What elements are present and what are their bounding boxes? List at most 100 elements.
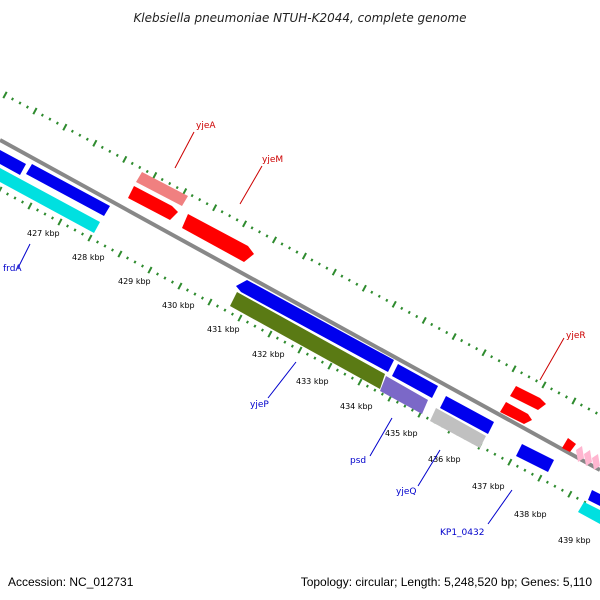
track-dot	[220, 210, 224, 214]
track-dot	[557, 391, 561, 395]
track-tick	[237, 314, 243, 322]
gene-label-KP1_0432: KP1_0432	[440, 528, 484, 538]
gene-arrow-lightpink	[584, 450, 592, 466]
leader-line-yjeA	[174, 131, 195, 169]
gene-arrow-blue	[516, 444, 554, 472]
track-dot	[156, 272, 159, 276]
track-tick	[117, 250, 123, 258]
track-dot	[43, 212, 47, 216]
track-dot	[126, 256, 129, 260]
track-dot	[185, 288, 189, 292]
track-tick	[207, 298, 213, 306]
track-dot	[81, 232, 84, 236]
track-dot	[288, 246, 291, 250]
track-tick	[182, 188, 188, 196]
leader-line-KP1_0432	[487, 489, 513, 525]
gene-arrow-red	[128, 186, 178, 220]
track-tick	[481, 349, 487, 357]
track-dot	[40, 113, 44, 117]
track-dot	[395, 400, 399, 404]
track-dot	[377, 294, 381, 298]
track-dot	[66, 224, 69, 228]
track-dot	[48, 117, 52, 121]
track-dot	[490, 355, 494, 359]
track-dot	[223, 308, 227, 312]
track-dot	[564, 395, 568, 399]
track-dot	[111, 248, 114, 252]
tick-label: 439 kbp	[558, 536, 591, 545]
track-tick	[327, 362, 333, 370]
track-tick	[297, 346, 303, 354]
leader-line-yjeM	[239, 165, 263, 205]
tick-label: 429 kbp	[118, 277, 151, 286]
tick-label: 434 kbp	[340, 402, 373, 411]
track-dot	[530, 472, 534, 476]
track-dot	[70, 129, 74, 133]
track-dot	[275, 336, 279, 340]
gene-labels: yjeA yjeM yjeR frdA yjeP psd yjeQ KP1_04…	[3, 121, 586, 538]
track-dot	[425, 416, 429, 420]
track-dot	[343, 372, 347, 376]
tick-label: 430 kbp	[162, 301, 195, 310]
gene-arrow-blue	[26, 164, 110, 216]
track-tick	[541, 381, 547, 389]
track-dot	[310, 258, 314, 262]
track-tick	[0, 186, 3, 193]
track-dot	[475, 347, 479, 351]
track-dot	[500, 456, 504, 460]
gene-label-yjeR: yjeR	[566, 331, 586, 341]
track-tick	[32, 107, 38, 115]
track-dot	[283, 340, 287, 344]
track-tick	[567, 490, 573, 498]
track-dot	[160, 177, 164, 182]
gene-label-frdA: frdA	[3, 264, 22, 274]
track-dot	[587, 407, 591, 411]
track-dot	[325, 266, 329, 270]
track-tick	[147, 266, 153, 274]
gene-label-yjeM: yjeM	[262, 155, 283, 165]
track-dot	[100, 145, 104, 149]
track-dot	[313, 356, 317, 360]
gene-label-yjeA: yjeA	[196, 121, 216, 131]
gene-arrow-lavender-psd	[380, 376, 428, 414]
tick-label: 428 kbp	[72, 253, 105, 262]
track-dot	[265, 234, 269, 238]
track-dot	[527, 375, 531, 379]
gene-label-yjeP: yjeP	[250, 400, 269, 410]
track-dot	[145, 169, 149, 174]
track-dot	[305, 352, 309, 356]
track-dot	[575, 496, 579, 500]
gene-arrow-blue	[440, 396, 494, 434]
track-dot	[168, 181, 172, 186]
track-dot	[515, 464, 519, 468]
track-dot	[485, 448, 489, 452]
track-tick	[391, 300, 397, 308]
track-dot	[373, 388, 377, 392]
gene-arrow-lightpink	[576, 446, 584, 462]
track-dot	[51, 216, 54, 220]
gene-label-yjeQ: yjeQ	[396, 487, 416, 497]
track-dot	[205, 202, 209, 206]
track-dot	[350, 376, 354, 380]
track-dot	[18, 101, 22, 105]
track-tick	[361, 284, 367, 292]
gene-arrow-gray-yjeQ	[430, 408, 486, 448]
track-dot	[505, 363, 509, 367]
track-tick	[92, 139, 98, 147]
track-dot	[380, 392, 384, 396]
gene-arrow-red	[562, 438, 576, 452]
track-dot	[78, 133, 82, 137]
track-dot	[355, 282, 359, 286]
track-dot	[460, 338, 464, 343]
gene-arrow-blue	[236, 280, 394, 372]
gene-arrow-blue	[392, 364, 438, 398]
leader-line-psd	[369, 417, 393, 457]
track-dot	[535, 379, 538, 383]
track-tick	[122, 155, 128, 163]
track-dot	[553, 484, 557, 488]
leader-line-frdA	[17, 243, 31, 269]
track-dot	[55, 121, 59, 125]
track-dot	[96, 240, 99, 244]
accession-text: Accession: NC_012731	[8, 575, 134, 589]
track-tick	[507, 458, 513, 466]
